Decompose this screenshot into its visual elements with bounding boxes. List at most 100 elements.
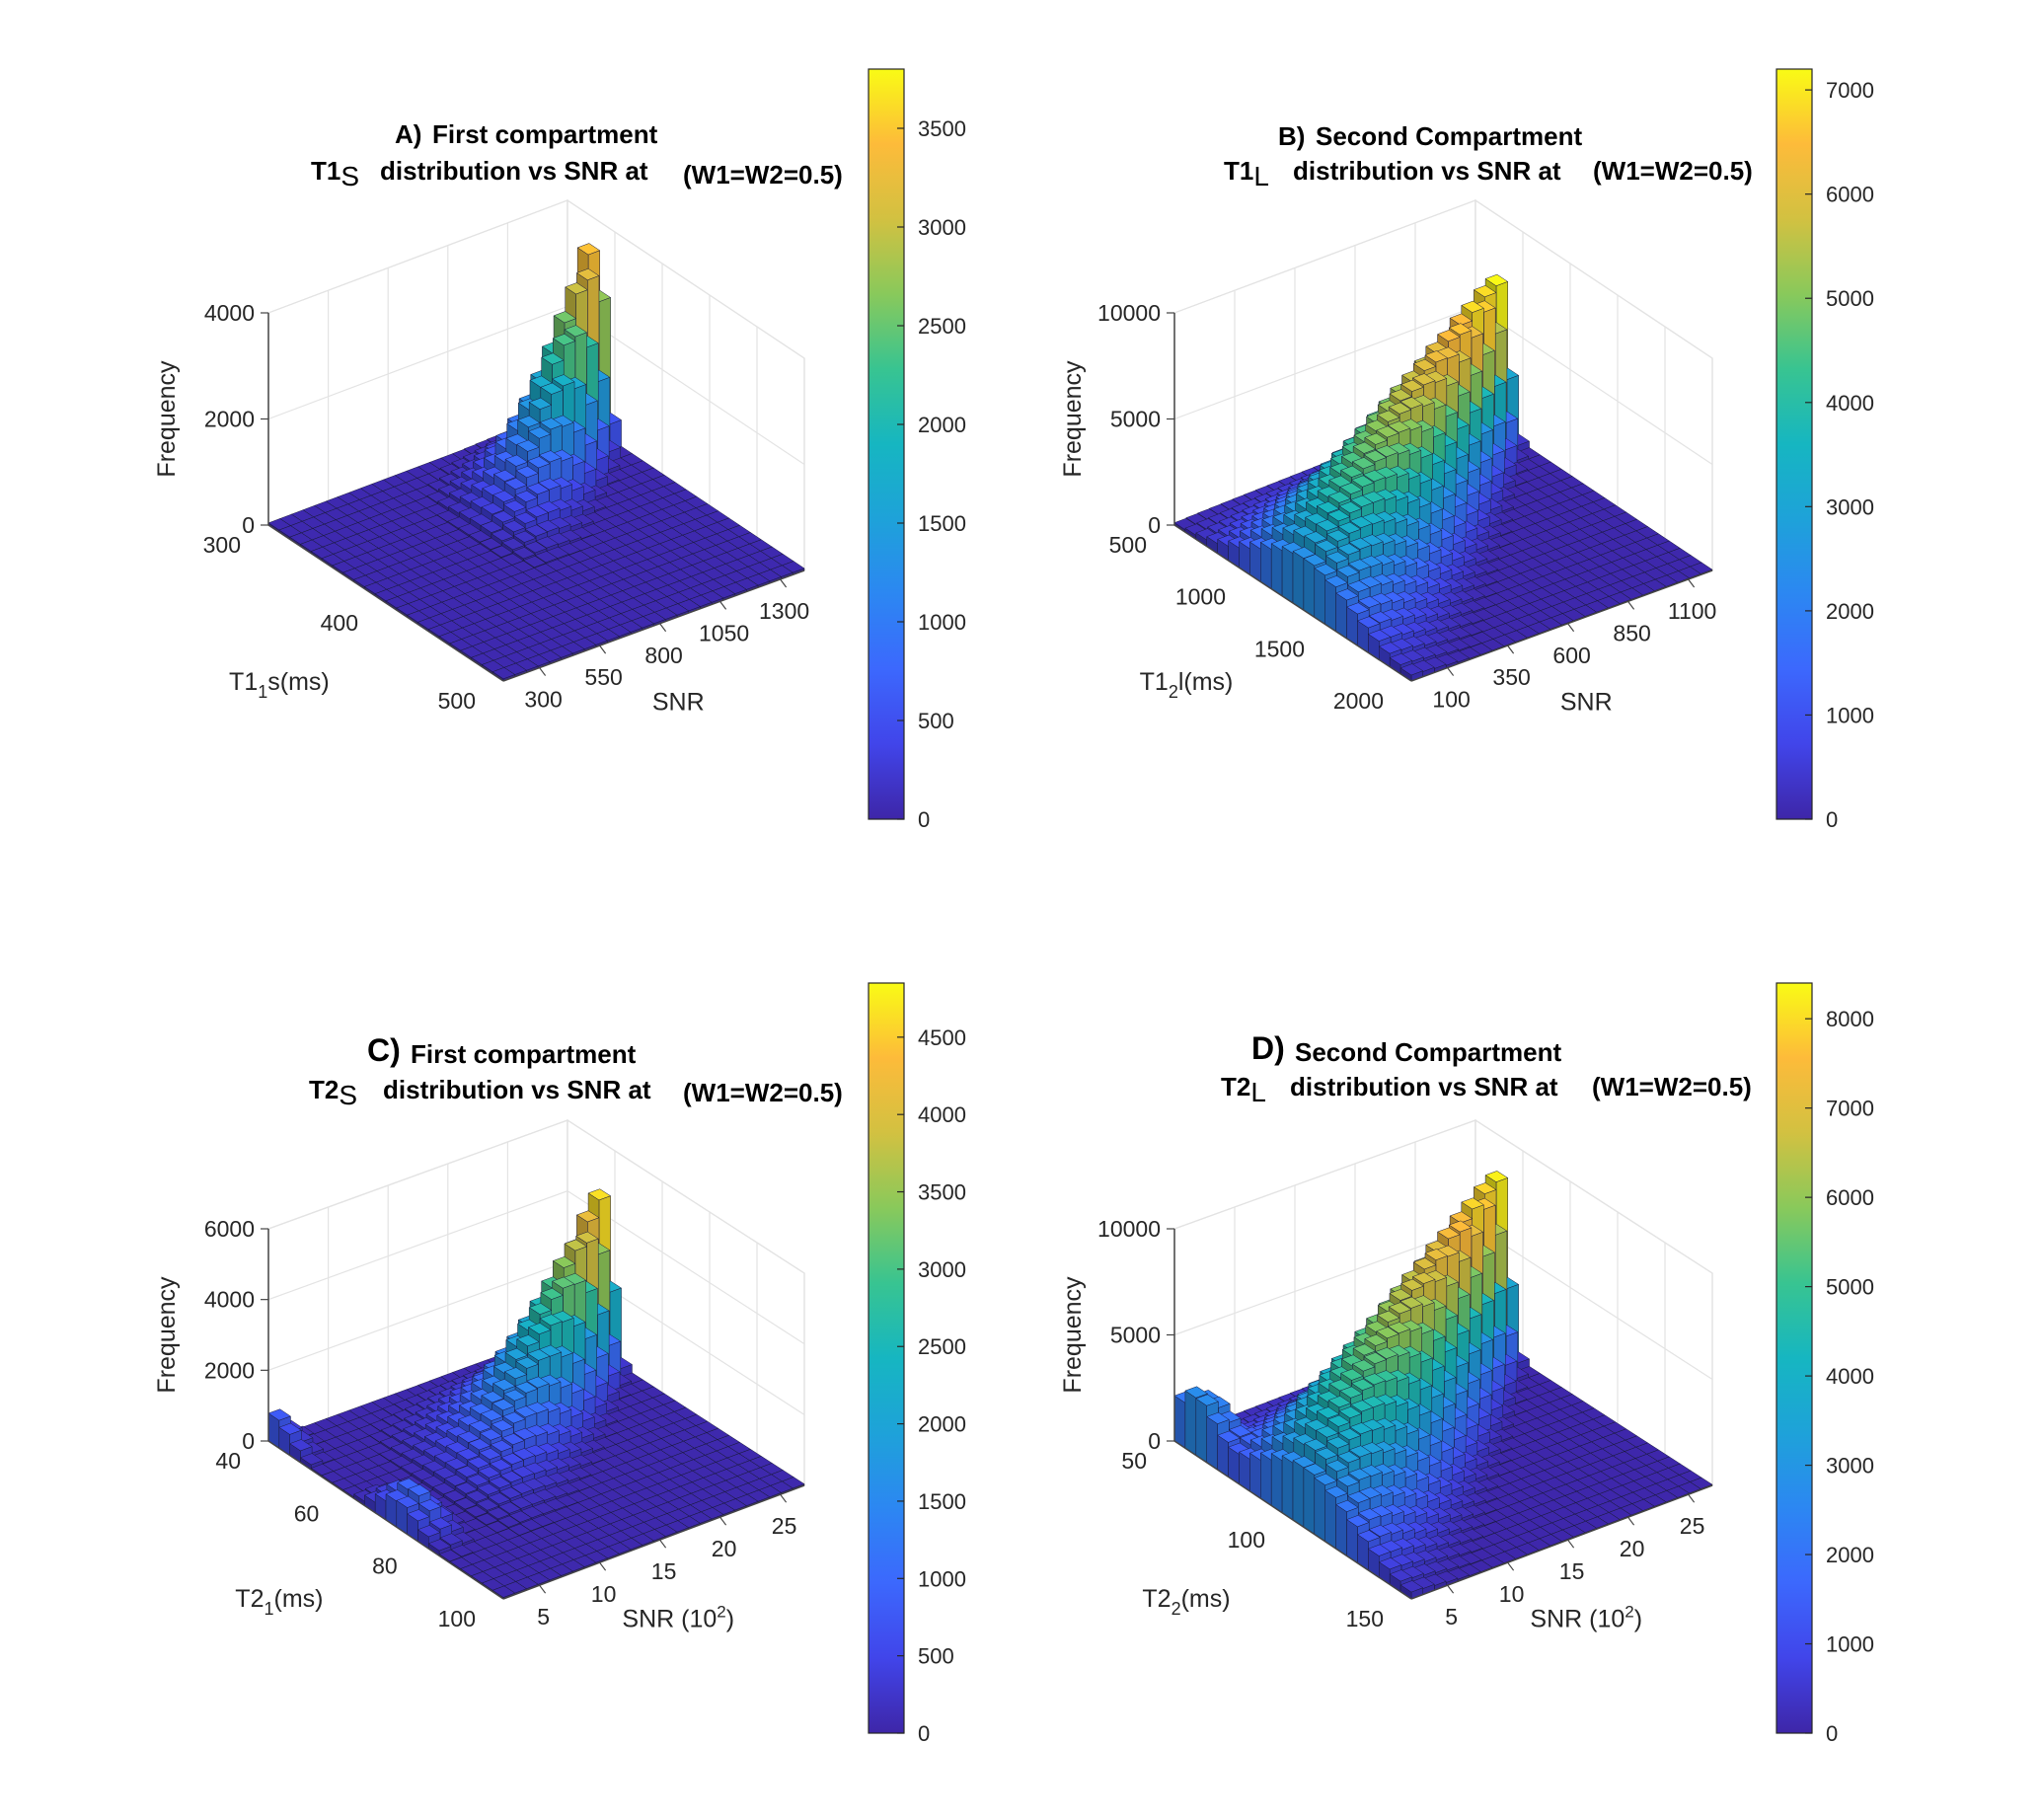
z-tick-label: 6000 <box>204 1216 255 1242</box>
z-tick-label: 0 <box>1148 512 1161 538</box>
colorbar-tick-label: 0 <box>918 1721 930 1746</box>
plot-area: 0 5000 10000 500 1000 1500 2000 100 350 600 850 110… <box>1059 198 1716 717</box>
x-tick <box>1688 1493 1696 1503</box>
y-tick-label: 60 <box>294 1500 320 1526</box>
y-tick-label: 40 <box>215 1448 241 1474</box>
x-tick-label: 10 <box>1499 1581 1525 1607</box>
colorbar-gradient <box>1776 982 1813 1734</box>
panel-d: D) Second Compartment T2L distribution v… <box>1059 982 1874 1746</box>
title-suffix: (W1=W2=0.5) <box>1593 156 1753 186</box>
x-tick <box>659 623 667 633</box>
colorbar-tick-label: 1500 <box>918 511 966 536</box>
title-prefix: T1 <box>311 156 340 186</box>
x-tick <box>719 600 727 610</box>
title-letter: C) <box>367 1032 401 1068</box>
title-line1: First compartment <box>411 1039 637 1069</box>
colorbar-tick-label: 500 <box>918 1644 954 1669</box>
colorbar-gradient <box>1776 68 1813 820</box>
x-tick-label: 25 <box>1680 1513 1705 1539</box>
y-tick-label: 2000 <box>1333 688 1384 714</box>
panel-b: B) Second Compartment T1L distribution v… <box>1059 68 1874 832</box>
title-letter: D) <box>1251 1030 1285 1066</box>
z-axis-label: Frequency <box>1059 1276 1087 1394</box>
x-tick-label: 850 <box>1613 620 1650 645</box>
z-tick-label: 0 <box>242 512 255 538</box>
title-main: distribution vs SNR at <box>383 1075 651 1104</box>
y-tick-label: 100 <box>1228 1527 1265 1553</box>
colorbar-tick-label: 1500 <box>918 1489 966 1514</box>
x-tick-label: 1050 <box>699 620 749 645</box>
bar-surface <box>267 243 805 682</box>
colorbar-tick-label: 1000 <box>1826 703 1874 727</box>
colorbar-tick-label: 2000 <box>918 413 966 437</box>
title-prefix: T2 <box>1221 1072 1250 1101</box>
x-axis-label: SNR <box>652 689 705 717</box>
x-tick <box>1567 623 1575 633</box>
x-tick <box>1627 600 1635 610</box>
x-tick-label: 20 <box>1620 1536 1645 1561</box>
x-tick-label: 100 <box>1432 687 1470 713</box>
svg-text:T1L: T1L <box>1224 156 1269 191</box>
grid-line <box>267 199 805 359</box>
z-axis-label: Frequency <box>153 360 181 478</box>
title-sub: L <box>1250 1077 1266 1107</box>
z-tick-label: 4000 <box>204 1287 255 1313</box>
z-axis-label: Frequency <box>153 1276 181 1394</box>
colorbar-tick-label: 8000 <box>1826 1007 1874 1031</box>
title-prefix: T1 <box>1224 156 1253 186</box>
x-tick-label: 15 <box>1559 1558 1585 1584</box>
colorbar: 0 500 1000 1500 2000 2500 3000 3500 4000 4500 <box>868 982 966 1746</box>
colorbar-tick-label: 7000 <box>1826 1097 1874 1121</box>
title-line1: Second Compartment <box>1295 1037 1561 1067</box>
colorbar-tick-label: 3500 <box>918 116 966 141</box>
x-tick <box>1447 667 1455 676</box>
colorbar-tick-label: 3000 <box>918 215 966 240</box>
colorbar-tick-label: 4500 <box>918 1025 966 1050</box>
plot-area: 0 5000 10000 50 100 150 5 10 15 20 25 Frequency T22(… <box>1059 1118 1713 1632</box>
colorbar-tick-label: 1000 <box>918 1566 966 1591</box>
colorbar-tick-label: 2500 <box>918 314 966 339</box>
x-tick <box>539 1584 547 1594</box>
x-tick-label: 15 <box>651 1558 677 1584</box>
x-tick-label: 1100 <box>1668 598 1716 624</box>
z-tick-label: 10000 <box>1097 1216 1161 1242</box>
y-tick-label: 1000 <box>1175 584 1226 610</box>
colorbar: 0 500 1000 1500 2000 2500 3000 3500 <box>868 68 966 832</box>
title-line1: Second Compartment <box>1316 121 1582 151</box>
panel-a: A) First compartment T1S distribution vs… <box>153 68 966 832</box>
title-letter: B) <box>1278 121 1305 151</box>
x-tick-label: 600 <box>1552 643 1590 668</box>
x-axis-label: SNR <box>1560 689 1613 717</box>
x-tick <box>1447 1584 1455 1594</box>
title-main: distribution vs SNR at <box>1293 156 1561 186</box>
z-tick-label: 5000 <box>1110 1323 1161 1348</box>
y-axis-label: T11s(ms) <box>229 668 330 702</box>
svg-text:T1S: T1S <box>311 156 359 191</box>
colorbar-tick-label: 6000 <box>1826 183 1874 207</box>
colorbar-gradient <box>868 68 905 820</box>
x-tick <box>599 1561 607 1571</box>
x-tick <box>1507 645 1515 654</box>
x-tick-label: 25 <box>772 1513 797 1539</box>
colorbar-tick-label: 7000 <box>1826 78 1874 103</box>
z-tick-label: 2000 <box>204 407 255 432</box>
title-letter: A) <box>395 119 421 149</box>
plot-area: 0 2000 4000 6000 40 60 80 100 5 10 15 20 25 Frequency… <box>153 1118 805 1632</box>
title-sub: S <box>339 1080 357 1110</box>
colorbar-tick-label: 4000 <box>1826 391 1874 416</box>
colorbar-tick-label: 1000 <box>1826 1632 1874 1657</box>
colorbar-tick-label: 2000 <box>918 1412 966 1437</box>
x-tick-label: 300 <box>524 687 562 713</box>
title-suffix: (W1=W2=0.5) <box>1592 1072 1752 1101</box>
z-tick-label: 0 <box>1148 1428 1161 1454</box>
z-tick-label: 2000 <box>204 1357 255 1383</box>
colorbar-tick-label: 0 <box>1826 807 1838 832</box>
z-tick-label: 4000 <box>204 300 255 326</box>
title-sub: S <box>340 161 359 191</box>
colorbar-tick-label: 1000 <box>918 610 966 635</box>
x-tick-label: 800 <box>644 643 682 668</box>
x-tick <box>780 1493 788 1503</box>
y-tick-label: 500 <box>1109 532 1147 558</box>
y-tick-label: 100 <box>438 1606 476 1631</box>
plot-area: 0 2000 4000 300 400 500 300 550 800 1050 1300 Frequ… <box>153 198 809 717</box>
